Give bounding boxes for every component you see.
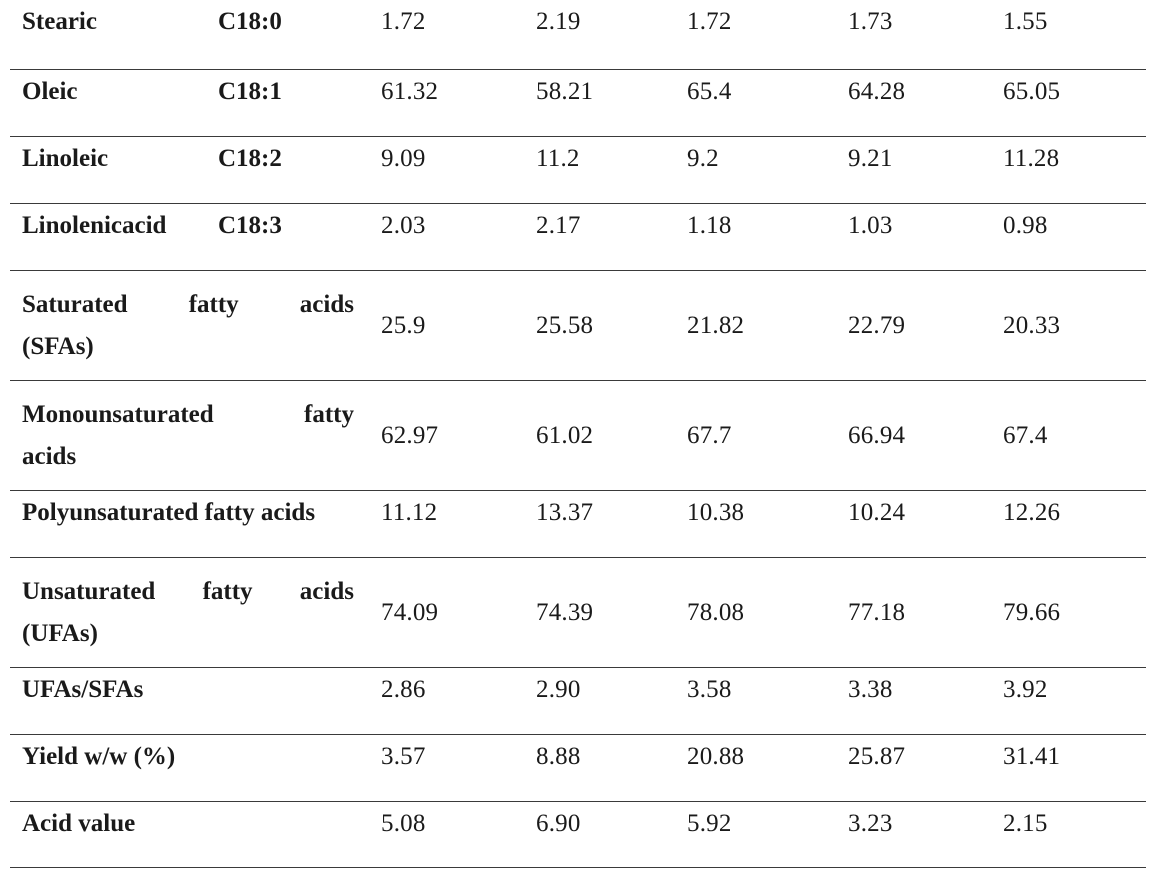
table-cell: 61.02 [536,421,594,449]
row-label-word: fatty [188,290,239,318]
row-label-word: acids [299,577,354,605]
table-row: Stearic C18:0 1.72 2.19 1.72 1.73 1.55 [10,0,1146,70]
table-cell: 25.9 [381,311,426,339]
row-label: Yield w/w (%) [22,743,176,770]
row-label: Saturated fatty acids (SFAs) [22,271,362,380]
table-cell: 2.03 [381,212,426,239]
row-label-word: fatty [304,400,354,428]
table-cell: 6.90 [536,810,581,837]
row-label-line2: acids [22,442,77,470]
row-label-word: fatty [202,577,253,605]
table-cell: 11.2 [536,145,580,172]
table-cell: 79.66 [1003,598,1061,626]
table-cell: 3.23 [848,810,893,837]
table-cell: 9.09 [381,145,426,172]
table-cell: 66.94 [848,421,906,449]
table-cell: 1.72 [381,8,426,35]
row-label-word: Monounsaturated [22,400,214,428]
row-label-code: C18:1 [218,78,282,105]
table-cell: 25.58 [536,311,594,339]
table-cell: 1.55 [1003,8,1048,35]
row-label: Oleic C18:1 [22,70,362,136]
row-label-name: Linolenicacid [22,212,167,239]
table-cell: 10.38 [687,499,745,526]
table-cell: 61.32 [381,78,439,105]
table-row: Monounsaturated fatty acids 62.97 61.02 … [10,381,1146,491]
table-cell: 2.86 [381,676,426,703]
table-cell: 2.17 [536,212,581,239]
table-row: Polyunsaturated fatty acids 11.12 13.37 … [10,491,1146,558]
table-row: Linoleic C18:2 9.09 11.2 9.2 9.21 11.28 [10,137,1146,204]
table-cell: 1.72 [687,8,732,35]
table-row: Acid value 5.08 6.90 5.92 3.23 2.15 [10,802,1146,868]
table-cell: 67.4 [1003,421,1048,449]
table-cell: 12.26 [1003,499,1061,526]
table-cell: 65.05 [1003,78,1061,105]
table-cell: 58.21 [536,78,594,105]
table-row: Yield w/w (%) 3.57 8.88 20.88 25.87 31.4… [10,735,1146,802]
table-cell: 9.2 [687,145,719,172]
table-cell: 65.4 [687,78,732,105]
table-row: Linolenicacid C18:3 2.03 2.17 1.18 1.03 … [10,204,1146,271]
table-cell: 8.88 [536,743,581,770]
table-cell: 3.58 [687,676,732,703]
table-cell: 31.41 [1003,743,1061,770]
row-label: Monounsaturated fatty acids [22,381,362,490]
row-label-name: Stearic [22,8,97,35]
row-label-line2: (UFAs) [22,619,98,647]
row-label-name: Linoleic [22,145,109,172]
table-cell: 21.82 [687,311,745,339]
row-label: UFAs/SFAs [22,676,144,703]
table-cell: 74.39 [536,598,594,626]
fatty-acid-table: Stearic C18:0 1.72 2.19 1.72 1.73 1.55 O… [10,0,1146,868]
table-cell: 3.92 [1003,676,1048,703]
row-label-code: C18:2 [218,145,282,172]
table-cell: 2.19 [536,8,581,35]
row-label-word: Saturated [22,290,128,318]
table-cell: 62.97 [381,421,439,449]
row-label-code: C18:3 [218,212,282,239]
table-cell: 1.73 [848,8,893,35]
row-label: Linolenicacid C18:3 [22,204,362,270]
table-cell: 74.09 [381,598,439,626]
table-cell: 20.33 [1003,311,1061,339]
table-cell: 5.92 [687,810,732,837]
table-row: Saturated fatty acids (SFAs) 25.9 25.58 … [10,271,1146,381]
table-cell: 3.38 [848,676,893,703]
table-cell: 1.03 [848,212,893,239]
table-cell: 22.79 [848,311,906,339]
table-row: Unsaturated fatty acids (UFAs) 74.09 74.… [10,558,1146,668]
row-label: Unsaturated fatty acids (UFAs) [22,558,362,667]
row-label: Stearic C18:0 [22,0,362,69]
table-cell: 20.88 [687,743,745,770]
row-label-word: acids [299,290,354,318]
table-row: UFAs/SFAs 2.86 2.90 3.58 3.38 3.92 [10,668,1146,735]
table-cell: 11.28 [1003,145,1060,172]
table-cell: 0.98 [1003,212,1048,239]
row-label-name: Oleic [22,78,78,105]
row-label-line2: (SFAs) [22,332,94,360]
table-cell: 77.18 [848,598,906,626]
table-cell: 9.21 [848,145,893,172]
row-label-code: C18:0 [218,8,282,35]
table-cell: 64.28 [848,78,906,105]
row-label-word: Unsaturated [22,577,156,605]
table-cell: 2.90 [536,676,581,703]
table-cell: 11.12 [381,499,438,526]
table-cell: 3.57 [381,743,426,770]
table-cell: 78.08 [687,598,745,626]
table-cell: 10.24 [848,499,906,526]
table-cell: 67.7 [687,421,732,449]
row-label: Linoleic C18:2 [22,137,362,203]
row-label: Polyunsaturated fatty acids [22,499,316,526]
table-cell: 5.08 [381,810,426,837]
table-cell: 1.18 [687,212,732,239]
table-cell: 13.37 [536,499,594,526]
row-label: Acid value [22,810,136,837]
table-cell: 25.87 [848,743,906,770]
table-row: Oleic C18:1 61.32 58.21 65.4 64.28 65.05 [10,70,1146,137]
table-cell: 2.15 [1003,810,1048,837]
